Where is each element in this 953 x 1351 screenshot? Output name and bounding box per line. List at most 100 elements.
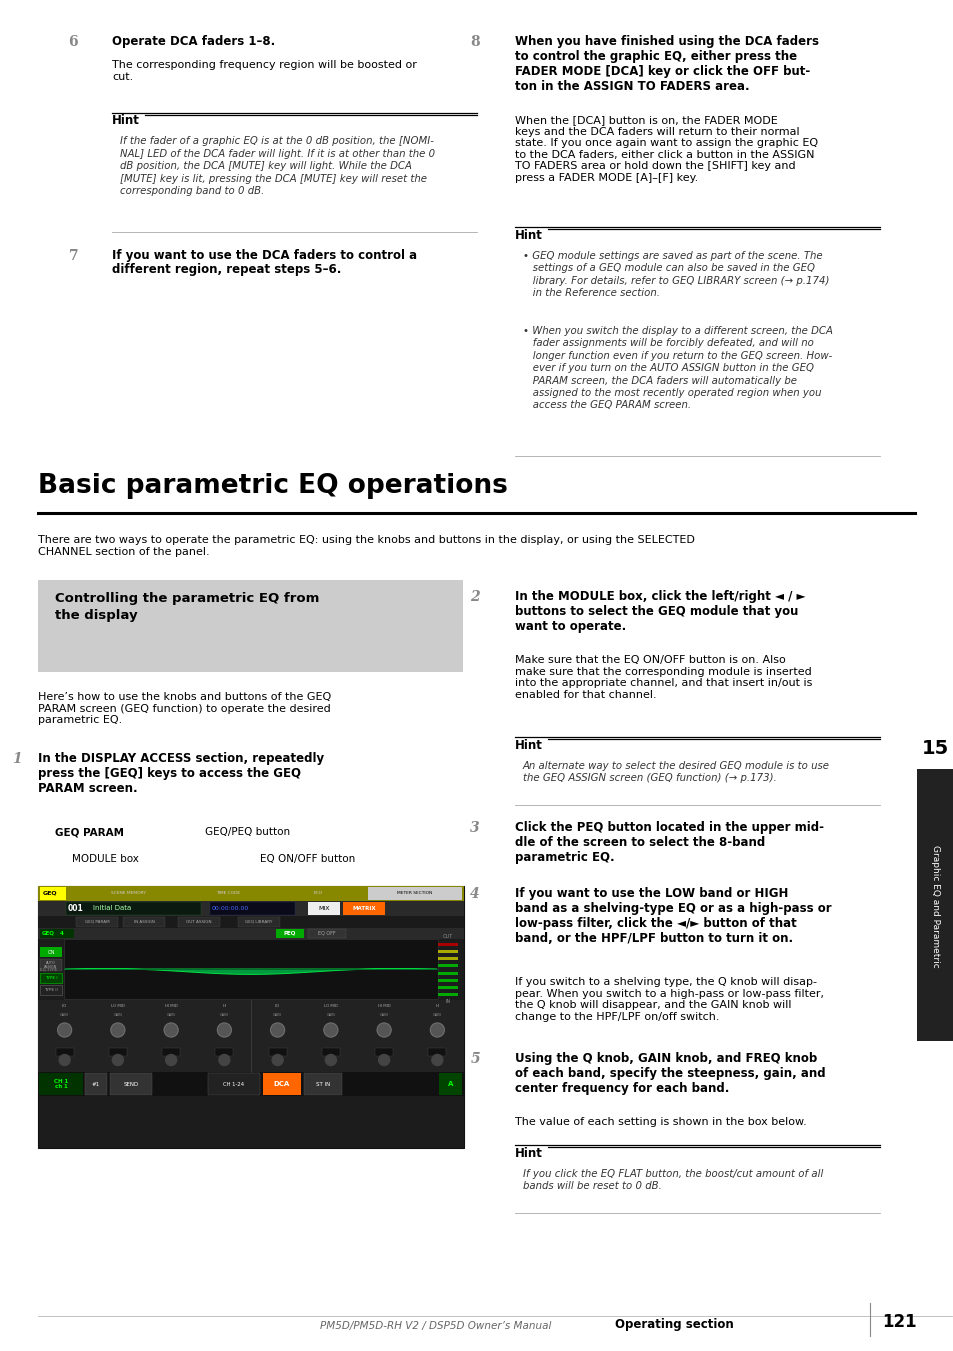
Text: METER SECTION: METER SECTION xyxy=(397,892,432,896)
Bar xyxy=(109,1048,127,1056)
Text: EQ OFF: EQ OFF xyxy=(318,931,335,936)
Circle shape xyxy=(112,1055,123,1066)
Text: Initial Data: Initial Data xyxy=(92,905,132,912)
Bar xyxy=(343,902,385,915)
Circle shape xyxy=(376,1023,391,1038)
Text: If the fader of a graphic EQ is at the 0 dB position, the [NOMI-
NAL] LED of the: If the fader of a graphic EQ is at the 0… xyxy=(120,136,435,196)
Text: IN: IN xyxy=(445,998,450,1004)
Bar xyxy=(76,917,118,927)
Text: GEQ PARAM: GEQ PARAM xyxy=(85,920,110,924)
Bar xyxy=(64,939,437,998)
Bar xyxy=(437,986,457,989)
Bar xyxy=(40,973,62,984)
Bar xyxy=(55,1048,73,1056)
Circle shape xyxy=(325,1055,336,1066)
Text: DCA: DCA xyxy=(274,1081,290,1088)
Text: Controlling the parametric EQ from
the display: Controlling the parametric EQ from the d… xyxy=(55,592,319,621)
Bar xyxy=(321,1048,339,1056)
Bar xyxy=(237,917,280,927)
Text: GEQ LIBRARY: GEQ LIBRARY xyxy=(245,920,273,924)
Text: 6: 6 xyxy=(69,35,78,49)
Bar xyxy=(428,1048,446,1056)
Bar xyxy=(38,901,463,916)
Text: GAIN: GAIN xyxy=(167,1013,175,1017)
Text: 00:00:00.00: 00:00:00.00 xyxy=(212,905,249,911)
Text: Here’s how to use the knobs and buttons of the GEQ
PARAM screen (GEQ function) t: Here’s how to use the knobs and buttons … xyxy=(38,692,331,725)
Text: 7: 7 xyxy=(69,249,78,262)
Text: #1: #1 xyxy=(91,1082,100,1086)
Bar xyxy=(375,1048,393,1056)
Bar xyxy=(437,958,457,961)
Text: MIX: MIX xyxy=(318,905,330,911)
Text: SCENE MEMORY: SCENE MEMORY xyxy=(111,892,145,896)
Text: LO MID: LO MID xyxy=(324,1004,337,1008)
Text: Operate DCA faders 1–8.: Operate DCA faders 1–8. xyxy=(112,35,275,49)
Circle shape xyxy=(57,1023,71,1038)
Text: • GEQ module settings are saved as part of the scene. The
   settings of a GEQ m: • GEQ module settings are saved as part … xyxy=(522,251,828,299)
Text: ON: ON xyxy=(48,950,54,955)
Bar xyxy=(110,1073,152,1096)
Text: ECO: ECO xyxy=(314,892,322,896)
Text: 1: 1 xyxy=(12,753,22,766)
Text: CH 1
ch 1: CH 1 ch 1 xyxy=(53,1078,68,1089)
Bar xyxy=(40,959,62,971)
Text: If you click the EQ FLAT button, the boost/cut amount of all
bands will be reset: If you click the EQ FLAT button, the boo… xyxy=(522,1169,822,1192)
Text: IN ASSIGN: IN ASSIGN xyxy=(133,920,154,924)
Text: When the [DCA] button is on, the FADER MODE
keys and the DCA faders will return : When the [DCA] button is on, the FADER M… xyxy=(515,115,818,182)
Bar xyxy=(40,888,66,900)
Text: If you want to use the LOW band or HIGH
band as a shelving-type EQ or as a high-: If you want to use the LOW band or HIGH … xyxy=(515,888,831,944)
Bar xyxy=(269,1048,286,1056)
Text: GEQ: GEQ xyxy=(43,890,57,896)
Text: 2: 2 xyxy=(470,590,479,604)
Text: PM5D/PM5D-RH V2 / DSP5D Owner’s Manual: PM5D/PM5D-RH V2 / DSP5D Owner’s Manual xyxy=(319,1321,560,1331)
Text: Operating section: Operating section xyxy=(615,1319,733,1331)
Bar xyxy=(123,917,165,927)
Text: Make sure that the EQ ON/OFF button is on. Also
make sure that the corresponding: Make sure that the EQ ON/OFF button is o… xyxy=(515,655,812,700)
Text: HI MID: HI MID xyxy=(377,1004,390,1008)
Text: SEND: SEND xyxy=(123,1082,138,1086)
Text: GAIN: GAIN xyxy=(220,1013,229,1017)
Bar xyxy=(66,902,201,915)
Text: The corresponding frequency region will be boosted or
cut.: The corresponding frequency region will … xyxy=(112,61,416,82)
Bar xyxy=(437,965,457,967)
Bar xyxy=(263,1073,301,1096)
Circle shape xyxy=(432,1055,442,1066)
Text: ST IN: ST IN xyxy=(315,1082,330,1086)
Bar xyxy=(275,928,304,938)
Text: GAIN: GAIN xyxy=(60,1013,69,1017)
Text: EQ TYPE: EQ TYPE xyxy=(40,967,57,971)
Bar xyxy=(437,978,457,982)
Bar xyxy=(208,1073,260,1096)
Bar xyxy=(178,917,220,927)
Text: In the DISPLAY ACCESS section, repeatedly
press the [GEQ] keys to access the GEQ: In the DISPLAY ACCESS section, repeatedl… xyxy=(38,753,324,794)
Text: If you switch to a shelving type, the Q knob will disap-
pear. When you switch t: If you switch to a shelving type, the Q … xyxy=(515,977,823,1021)
Text: LO: LO xyxy=(62,1004,67,1008)
Text: GAIN: GAIN xyxy=(433,1013,441,1017)
Bar xyxy=(308,902,339,915)
Polygon shape xyxy=(65,969,436,974)
Text: GEQ/PEQ button: GEQ/PEQ button xyxy=(205,827,290,838)
Text: PEQ: PEQ xyxy=(283,931,295,936)
Bar xyxy=(162,1048,180,1056)
Bar xyxy=(438,1073,461,1096)
Text: Hint: Hint xyxy=(112,115,140,127)
Text: MATRIX: MATRIX xyxy=(352,905,375,911)
Bar xyxy=(368,888,461,900)
Text: An alternate way to select the desired GEQ module is to use
the GEQ ASSIGN scree: An alternate way to select the desired G… xyxy=(522,761,829,784)
Bar xyxy=(437,943,457,946)
Text: Basic parametric EQ operations: Basic parametric EQ operations xyxy=(38,473,507,499)
Bar xyxy=(308,928,346,938)
Text: TYPE II: TYPE II xyxy=(44,988,58,992)
Text: 4: 4 xyxy=(60,931,64,936)
Text: Click the PEQ button located in the upper mid-
dle of the screen to select the 8: Click the PEQ button located in the uppe… xyxy=(515,821,823,865)
Text: TIME CODE: TIME CODE xyxy=(215,892,240,896)
Text: HI: HI xyxy=(222,1004,226,1008)
Bar xyxy=(437,950,457,954)
Text: 15: 15 xyxy=(921,739,948,758)
Text: • When you switch the display to a different screen, the DCA
   fader assignment: • When you switch the display to a diffe… xyxy=(522,326,832,411)
Bar xyxy=(437,993,457,996)
Text: 121: 121 xyxy=(882,1313,916,1331)
Text: GAIN: GAIN xyxy=(113,1013,122,1017)
Text: 3: 3 xyxy=(470,821,479,835)
Text: GAIN: GAIN xyxy=(379,1013,388,1017)
